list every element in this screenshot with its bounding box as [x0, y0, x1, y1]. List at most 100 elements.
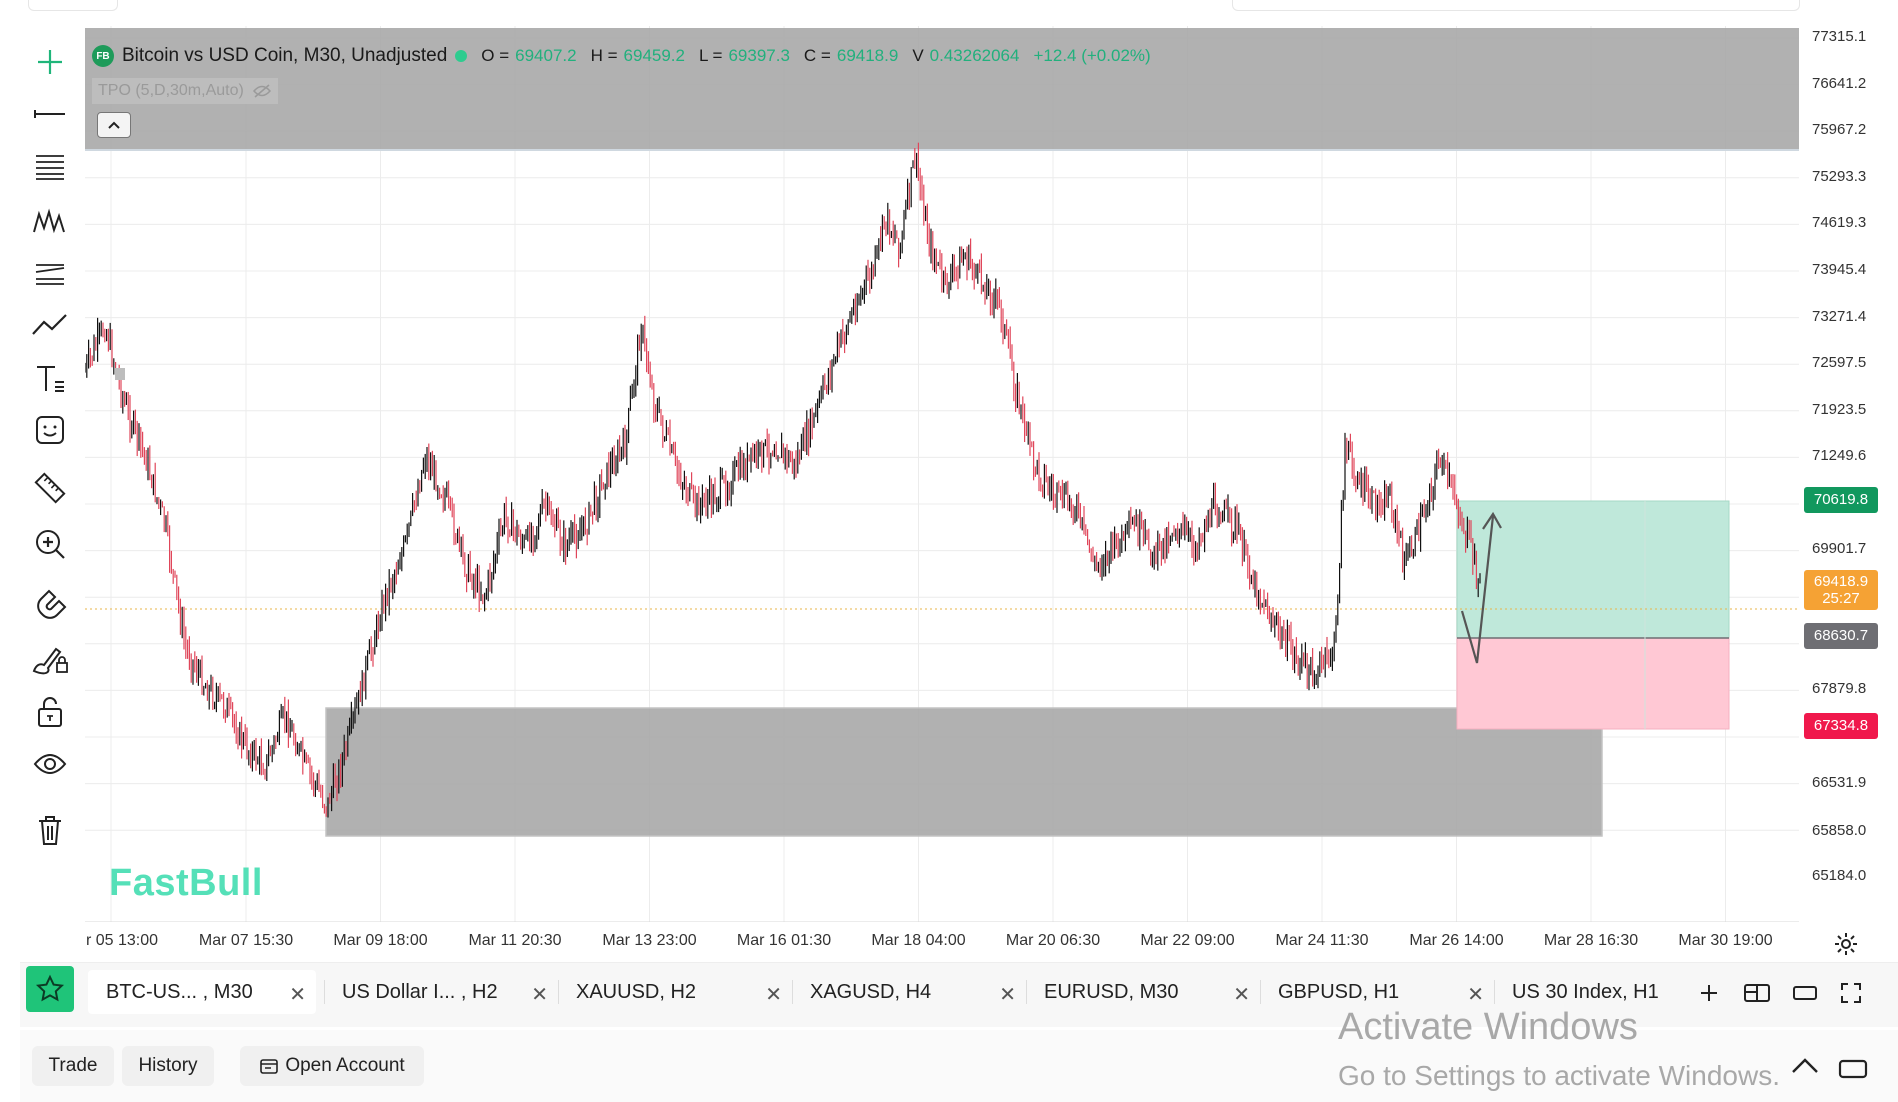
volume-value: 0.43262064	[929, 46, 1020, 65]
trash-icon[interactable]	[22, 808, 78, 852]
tab-label: GBPUSD, H1	[1278, 980, 1400, 1003]
price-axis-label: 71249.6	[1812, 447, 1867, 465]
horizontal-line-icon[interactable]	[22, 92, 78, 136]
history-button[interactable]: History	[122, 1046, 214, 1086]
chevron-up-icon[interactable]	[1790, 1054, 1820, 1083]
time-axis-label: Mar 22 09:00	[1140, 932, 1235, 949]
price-axis-label: 69901.7	[1812, 540, 1867, 557]
close-icon[interactable]: ✕	[765, 984, 782, 1006]
time-axis-label: Mar 13 23:00	[602, 932, 697, 949]
projection-path	[1460, 515, 1495, 664]
close-icon[interactable]: ✕	[1467, 984, 1484, 1006]
change-value: +12.4 (+0.02%)	[1033, 46, 1151, 65]
close-value: 69418.9	[836, 46, 899, 65]
chevron-up-icon	[108, 121, 120, 129]
time-axis-label: Mar 30 19:00	[1678, 932, 1773, 949]
price-axis-label: 67879.8	[1812, 680, 1867, 697]
fastbull-watermark: FastBull	[109, 862, 263, 904]
time-axis-label: Mar 26 14:00	[1409, 932, 1504, 949]
bar-countdown: 25:27	[1822, 590, 1860, 607]
fib-retracement-icon[interactable]	[22, 144, 78, 188]
price-axis-label: 74619.3	[1812, 214, 1867, 232]
pattern-icon[interactable]	[22, 198, 78, 242]
fastbull-badge-icon: FB	[92, 45, 114, 67]
tab-label: XAGUSD, H4	[810, 980, 932, 1003]
tab-divider	[1494, 980, 1495, 1004]
open-value: 69407.2	[515, 46, 577, 65]
high-key: H =	[590, 46, 618, 65]
add-tab-plus-icon[interactable]	[1694, 978, 1724, 1008]
high-value: 69459.2	[623, 46, 685, 65]
tpo-indicator-label[interactable]: TPO (5,D,30m,Auto)	[92, 78, 278, 104]
price-axis-label: 75293.3	[1812, 167, 1867, 185]
time-axis-label: Mar 24 11:30	[1275, 932, 1369, 949]
tab-label: US 30 Index, H1	[1512, 980, 1659, 1003]
window-icon[interactable]	[1790, 978, 1820, 1008]
open-account-label: Open Account	[285, 1055, 405, 1076]
fullscreen-icon[interactable]	[1836, 978, 1866, 1008]
time-axis-label: Mar 07 15:30	[198, 932, 294, 949]
chart-canvas[interactable]	[85, 26, 1799, 922]
magnet-icon[interactable]	[22, 582, 78, 626]
price-axis-label: 73271.4	[1812, 307, 1867, 325]
activate-windows-title: Activate Windows	[1338, 1006, 1638, 1048]
price-axis-label: 65858.0	[1812, 822, 1867, 839]
top-strip	[0, 0, 1898, 22]
low-key: L =	[698, 46, 723, 65]
panel-toggle-icon[interactable]	[1838, 1058, 1868, 1085]
low-value: 69397.3	[728, 46, 790, 65]
zoom-in-icon[interactable]	[22, 522, 78, 566]
tab-us-dollar-index-h2[interactable]: US Dollar I... , H2 ✕	[330, 970, 558, 1014]
volume-key: V	[912, 46, 924, 65]
eye-icon[interactable]	[22, 742, 78, 786]
price-axis-label: 66531.9	[1812, 774, 1867, 791]
tab-xagusd-h4[interactable]: XAGUSD, H4 ✕	[798, 970, 1026, 1014]
time-axis-label: r 05 13:00	[85, 932, 159, 949]
text-icon[interactable]	[22, 356, 78, 400]
target-price-tag: 70619.8	[1804, 487, 1878, 513]
chart-settings-gear-icon[interactable]	[1834, 932, 1858, 956]
brush-lock-icon[interactable]	[22, 636, 78, 680]
tab-us30-index-h1[interactable]: US 30 Index, H1	[1500, 970, 1690, 1014]
tab-divider	[792, 980, 793, 1004]
tab-divider	[558, 980, 559, 1004]
collapse-legend-button[interactable]	[97, 112, 131, 138]
price-axis-label: 73945.4	[1812, 261, 1867, 278]
projection-arrowhead	[1482, 511, 1502, 530]
trade-button[interactable]: Trade	[32, 1046, 114, 1086]
price-chart[interactable]	[85, 26, 1799, 922]
tab-divider	[1260, 980, 1261, 1004]
tab-eurusd-m30[interactable]: EURUSD, M30 ✕	[1032, 970, 1260, 1014]
close-icon[interactable]: ✕	[531, 984, 548, 1006]
crosshair-icon[interactable]	[22, 40, 78, 84]
demand-zone-rect	[325, 707, 1603, 837]
price-axis-label: 77315.1	[1812, 28, 1867, 45]
tab-divider	[1026, 980, 1027, 1004]
parallel-channel-icon[interactable]	[22, 250, 78, 294]
layout-icon[interactable]	[1742, 978, 1772, 1008]
time-axis-label: Mar 11 20:30	[468, 932, 562, 949]
ruler-icon[interactable]	[22, 466, 78, 510]
open-key: O =	[481, 46, 510, 65]
tab-divider	[324, 980, 325, 1004]
close-icon[interactable]: ✕	[1233, 984, 1250, 1006]
open-account-button[interactable]: Open Account	[240, 1046, 424, 1086]
price-axis-label: 65184.0	[1812, 867, 1867, 884]
top-toolbar-edge	[1232, 0, 1800, 11]
symbol-title[interactable]: Bitcoin vs USD Coin, M30, Unadjusted	[122, 45, 448, 66]
close-icon[interactable]: ✕	[289, 984, 306, 1006]
watchlist-star-button[interactable]	[26, 966, 74, 1012]
time-axis-label: Mar 16 01:30	[736, 932, 832, 949]
tab-xauusd-h2[interactable]: XAUUSD, H2 ✕	[564, 970, 792, 1014]
close-icon[interactable]: ✕	[999, 984, 1016, 1006]
tab-gbpusd-h1[interactable]: GBPUSD, H1 ✕	[1266, 970, 1494, 1014]
supply-zone-rect	[85, 28, 1799, 150]
tab-btc-usd-m30[interactable]: BTC-US... , M30 ✕	[88, 970, 316, 1014]
tab-label: US Dollar I... , H2	[342, 980, 498, 1003]
entry-price-tag: 68630.7	[1804, 623, 1878, 649]
profit-zone-rect	[1456, 500, 1730, 639]
lock-icon[interactable]	[22, 690, 78, 734]
emoji-icon[interactable]	[22, 408, 78, 452]
trend-icon[interactable]	[22, 302, 78, 346]
hidden-eye-icon[interactable]	[252, 84, 272, 98]
